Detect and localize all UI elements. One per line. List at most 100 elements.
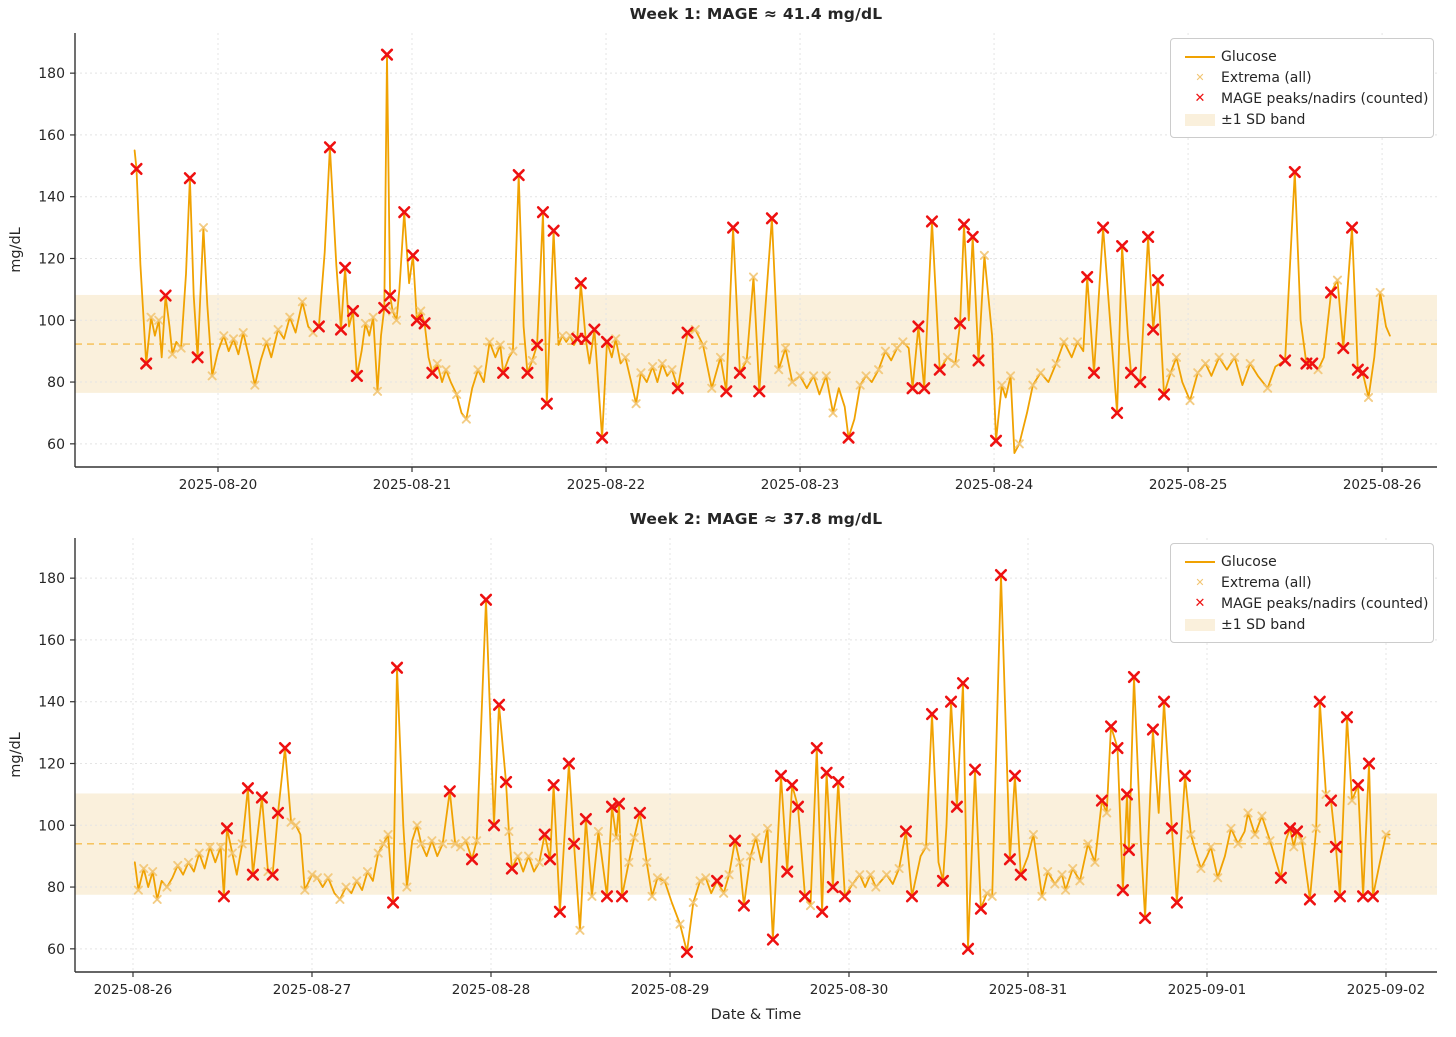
- mage-marker: [1095, 794, 1109, 807]
- extrema-marker: [707, 383, 717, 393]
- mage-marker: [278, 741, 292, 755]
- mage-marker: [785, 779, 799, 792]
- mage-marker: [443, 785, 456, 798]
- x-tick-label: 2025-08-21: [373, 477, 451, 493]
- mage-marker: [899, 825, 913, 838]
- mage-marker: [1134, 375, 1147, 389]
- extrema-marker: [787, 377, 797, 387]
- extrema-marker-swatch: ✕: [1195, 576, 1205, 589]
- extrema-marker: [207, 371, 217, 381]
- mage-marker: [312, 320, 325, 333]
- extrema-marker: [162, 882, 172, 892]
- mage-marker: [479, 593, 493, 606]
- extrema-marker: [438, 839, 448, 849]
- extrema-marker: [751, 833, 761, 843]
- mage-marker: [246, 868, 260, 881]
- extrema-marker: [227, 848, 237, 858]
- mage-marker: [1110, 406, 1124, 420]
- x-tick-label: 2025-08-26: [94, 982, 172, 998]
- mage-marker: [781, 865, 794, 878]
- extrema-marker: [1051, 358, 1061, 369]
- mage-marker: [390, 661, 404, 674]
- y-tick-label: 80: [47, 880, 65, 896]
- extrema-marker: [1206, 842, 1216, 852]
- mage-marker: [574, 277, 587, 290]
- extrema-marker: [950, 358, 960, 369]
- x-tick-label: 2025-08-24: [955, 477, 1033, 493]
- extrema-marker: [1090, 857, 1100, 867]
- extrema-marker-swatch: ✕: [1195, 71, 1205, 84]
- mage-marker: [1278, 354, 1292, 367]
- extrema-marker: [300, 885, 310, 895]
- mage-marker: [600, 890, 614, 903]
- extrema-marker: [473, 365, 483, 375]
- extrema-marker: [1037, 891, 1047, 901]
- extrema-marker: [416, 306, 426, 316]
- legend-week2: Glucose ✕ Extrema (all) ✕ MAGE peaks/nad…: [1170, 543, 1434, 643]
- extrema-marker: [198, 223, 208, 233]
- extrema-marker: [402, 882, 412, 892]
- mage-marker: [418, 317, 431, 330]
- mage-marker: [1306, 357, 1319, 370]
- x-tick-label: 2025-08-30: [810, 982, 888, 998]
- mage-marker: [350, 369, 364, 382]
- mage-marker: [1178, 769, 1192, 782]
- mage-marker: [1356, 366, 1369, 379]
- x-tick-label: 2025-08-20: [179, 477, 257, 493]
- mage-marker: [681, 326, 694, 339]
- mage-marker: [1146, 723, 1160, 736]
- extrema-marker: [745, 851, 756, 861]
- mage-marker: [596, 431, 609, 444]
- extrema-marker: [383, 829, 393, 840]
- extrema-marker: [1257, 811, 1267, 821]
- legend-item-glucose: Glucose: [1179, 46, 1423, 67]
- mage-marker: [217, 890, 231, 903]
- mage-marker: [323, 141, 337, 154]
- extrema-marker: [173, 860, 183, 870]
- mage-marker: [512, 168, 525, 182]
- mage-marker: [531, 338, 544, 352]
- legend-item-mage: ✕ MAGE peaks/nadirs (counted): [1179, 88, 1429, 109]
- mage-marker: [615, 890, 629, 903]
- mage-marker: [1366, 890, 1380, 903]
- mage-marker: [968, 763, 982, 776]
- y-tick-label: 100: [38, 313, 65, 329]
- extrema-marker: [291, 820, 301, 830]
- extrema-marker: [1381, 829, 1391, 840]
- extrema-marker: [657, 358, 667, 369]
- extrema-marker: [587, 891, 597, 901]
- extrema-marker: [146, 312, 156, 322]
- extrema-marker: [527, 355, 537, 365]
- extrema-marker: [874, 365, 884, 375]
- mage-marker: [832, 775, 845, 789]
- extrema-marker: [1075, 876, 1085, 886]
- mage-marker: [1096, 221, 1110, 234]
- extrema-marker: [461, 414, 471, 424]
- mage-marker: [241, 782, 255, 795]
- mage-marker: [547, 224, 560, 237]
- mage-marker: [1170, 896, 1184, 909]
- extrema-marker: [987, 891, 997, 901]
- extrema-marker: [379, 839, 389, 849]
- extrema-marker: [997, 380, 1007, 390]
- mage-marker: [728, 834, 742, 847]
- mage-marker: [338, 261, 352, 274]
- mage-marker: [918, 382, 931, 395]
- mage-marker: [1288, 165, 1301, 179]
- extrema-marker: [216, 842, 226, 852]
- mage-marker: [487, 819, 501, 832]
- extrema-marker: [250, 380, 260, 390]
- extrema-marker: [1332, 275, 1343, 285]
- y-tick-label: 140: [38, 190, 65, 206]
- extrema-marker: [593, 826, 603, 837]
- chart-week1: 60 80 100 120 140 160 180 2025-08-20 2025-08-21 2…: [8, 33, 1437, 493]
- extrema-marker: [742, 355, 752, 365]
- mage-marker: [972, 354, 985, 367]
- mage-marker: [1337, 341, 1350, 355]
- mage-marker: [727, 221, 740, 234]
- mage-marker: [906, 382, 919, 395]
- mage-marker: [547, 779, 560, 792]
- mage-marker-swatch: ✕: [1194, 596, 1206, 611]
- mage-marker: [966, 230, 979, 243]
- mage-marker: [386, 896, 400, 909]
